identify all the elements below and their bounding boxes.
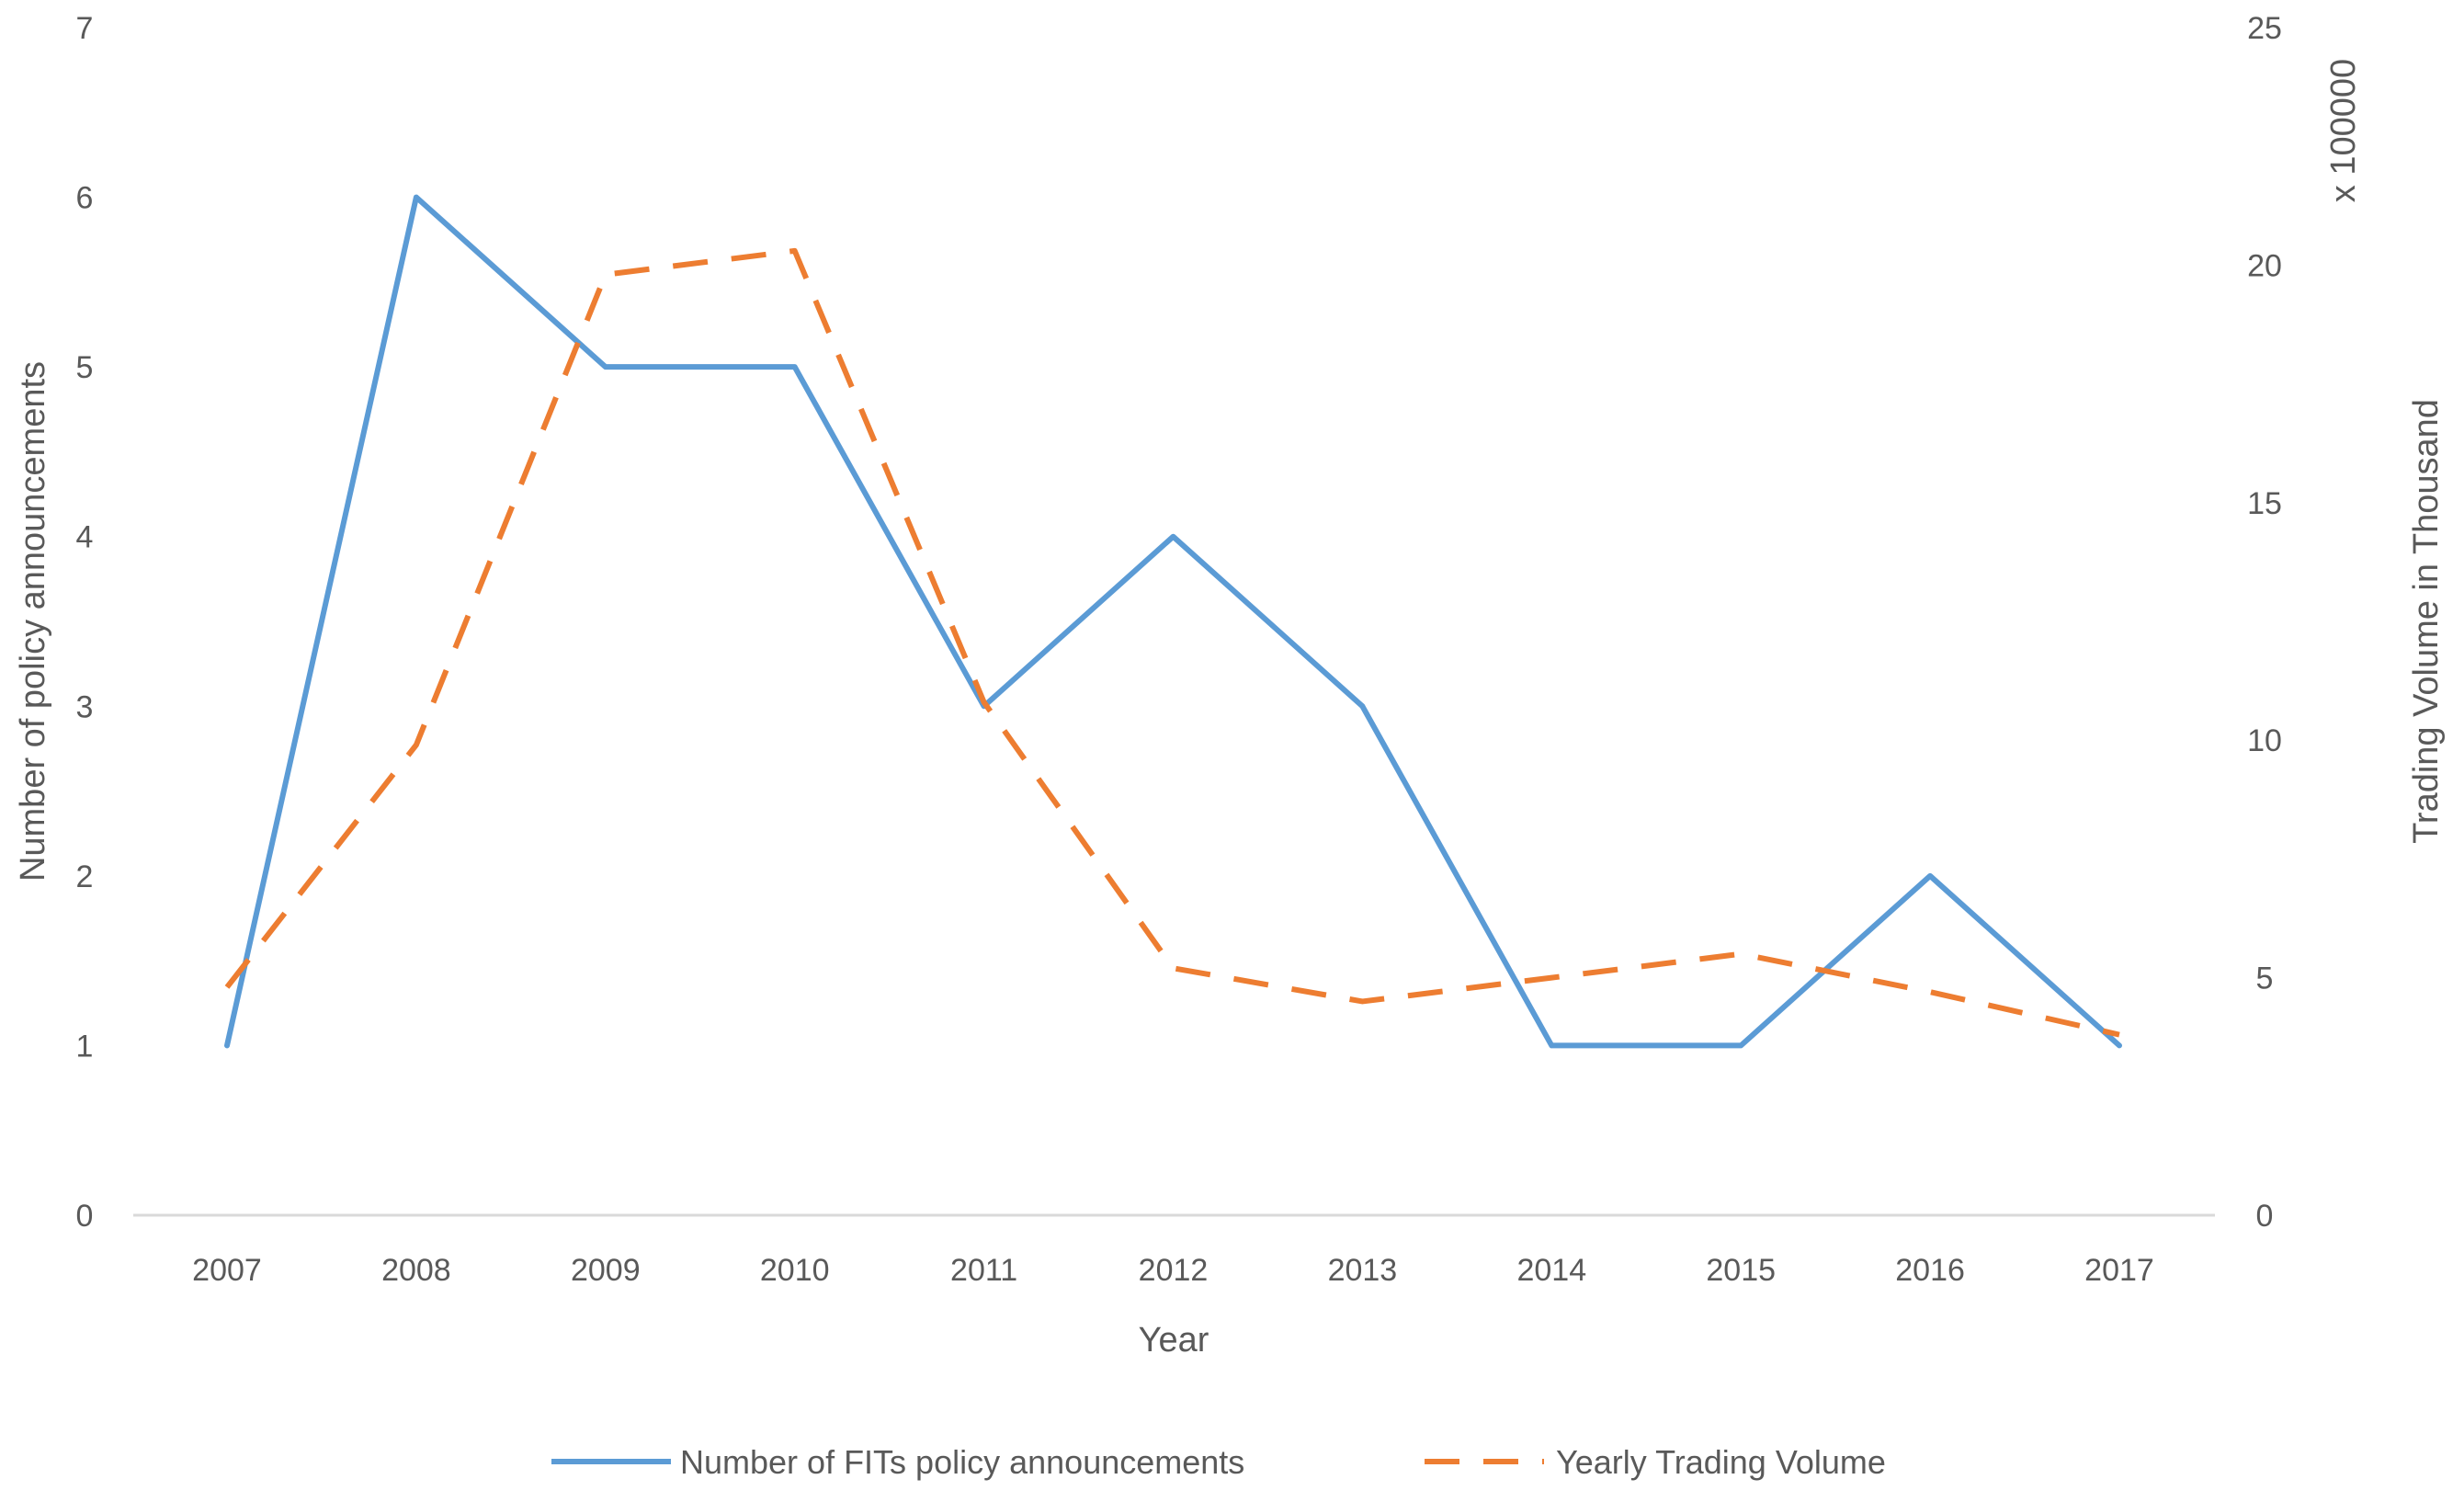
y-left-tick-label: 5 bbox=[76, 350, 94, 385]
y-right-tick-label: 10 bbox=[2247, 723, 2282, 758]
x-tick-label: 2013 bbox=[1328, 1253, 1398, 1288]
series-line-trading-volume bbox=[224, 247, 2120, 1038]
legend-label-fits: Number of FITs policy announcements bbox=[680, 1443, 1244, 1481]
x-axis-ticks: 2007 2008 2009 2010 2011 2012 2013 2014 2015 2016… bbox=[192, 1253, 2154, 1288]
y-axis-left-title: Number of policy announcements bbox=[14, 361, 52, 882]
x-axis-title: Year bbox=[1139, 1321, 1209, 1360]
x-tick-label: 2015 bbox=[1706, 1253, 1776, 1288]
y-axis-right-multiplier: x 100000 bbox=[2324, 59, 2363, 202]
x-tick-label: 2010 bbox=[760, 1253, 830, 1288]
y-right-tick-label: 20 bbox=[2247, 248, 2282, 283]
y-right-tick-label: 0 bbox=[2256, 1199, 2274, 1234]
x-tick-label: 2009 bbox=[571, 1253, 641, 1288]
y-left-tick-label: 0 bbox=[76, 1199, 94, 1234]
x-tick-label: 2007 bbox=[192, 1253, 262, 1288]
x-tick-label: 2011 bbox=[950, 1253, 1017, 1288]
y-axis-right-title: Trading Volume in Thousand bbox=[2407, 399, 2446, 844]
x-tick-label: 2012 bbox=[1139, 1253, 1209, 1288]
y-left-tick-label: 7 bbox=[76, 11, 94, 46]
legend-label-trading-volume: Yearly Trading Volume bbox=[1556, 1443, 1886, 1481]
series-layer bbox=[224, 194, 2122, 1049]
right-axis-ticks: 0 5 10 15 20 25 bbox=[2247, 11, 2282, 1234]
y-right-tick-label: 5 bbox=[2256, 962, 2274, 996]
y-left-tick-label: 6 bbox=[76, 181, 94, 216]
x-tick-label: 2014 bbox=[1516, 1253, 1586, 1288]
left-axis-ticks: 0 1 2 3 4 5 6 7 bbox=[76, 11, 94, 1234]
series-line-fits-announcements bbox=[224, 194, 2122, 1049]
y-right-tick-label: 25 bbox=[2247, 11, 2282, 46]
y-left-tick-label: 4 bbox=[76, 520, 94, 555]
y-left-tick-label: 2 bbox=[76, 859, 94, 894]
y-right-tick-label: 15 bbox=[2247, 486, 2282, 521]
legend: Number of FITs policy announcements Year… bbox=[551, 1443, 1886, 1481]
x-tick-label: 2008 bbox=[381, 1253, 451, 1288]
x-tick-label: 2017 bbox=[2084, 1253, 2154, 1288]
y-left-tick-label: 1 bbox=[76, 1029, 94, 1064]
y-left-tick-label: 3 bbox=[76, 689, 94, 724]
x-tick-label: 2016 bbox=[1895, 1253, 1965, 1288]
